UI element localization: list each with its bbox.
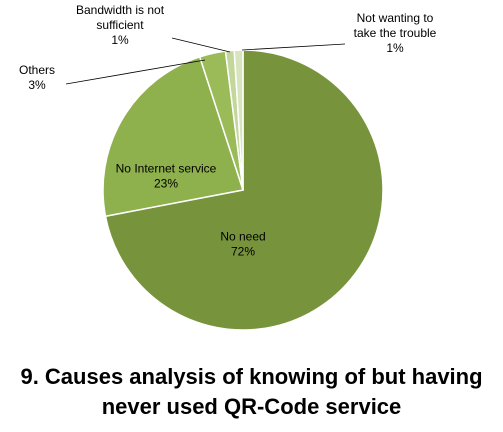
chart-title-line-1: 9. Causes analysis of knowing of but hav… bbox=[20, 364, 483, 389]
leader-line-4 bbox=[171, 37, 231, 53]
slice-label-4: Bandwidth is not sufficient 1% bbox=[76, 3, 165, 47]
pie-slice-2 bbox=[102, 55, 244, 218]
leader-line-3 bbox=[65, 59, 206, 85]
pie-slice-1 bbox=[104, 49, 384, 331]
slice-label-1: No need 72% bbox=[220, 230, 265, 259]
slice-label-2: No Internet service 23% bbox=[116, 162, 217, 191]
slice-label-3: Others 3% bbox=[19, 63, 55, 92]
leader-line-5 bbox=[241, 43, 346, 51]
pie-chart: No need 72% No Internet service 23% Others 3%… bbox=[19, 3, 437, 331]
chart-title-line-2: never used QR-Code service bbox=[101, 394, 402, 419]
slice-label-5: Not wanting to take the trouble 1% bbox=[354, 11, 437, 55]
chart-title: 9. Causes analysis of knowing of but hav… bbox=[0, 362, 503, 422]
